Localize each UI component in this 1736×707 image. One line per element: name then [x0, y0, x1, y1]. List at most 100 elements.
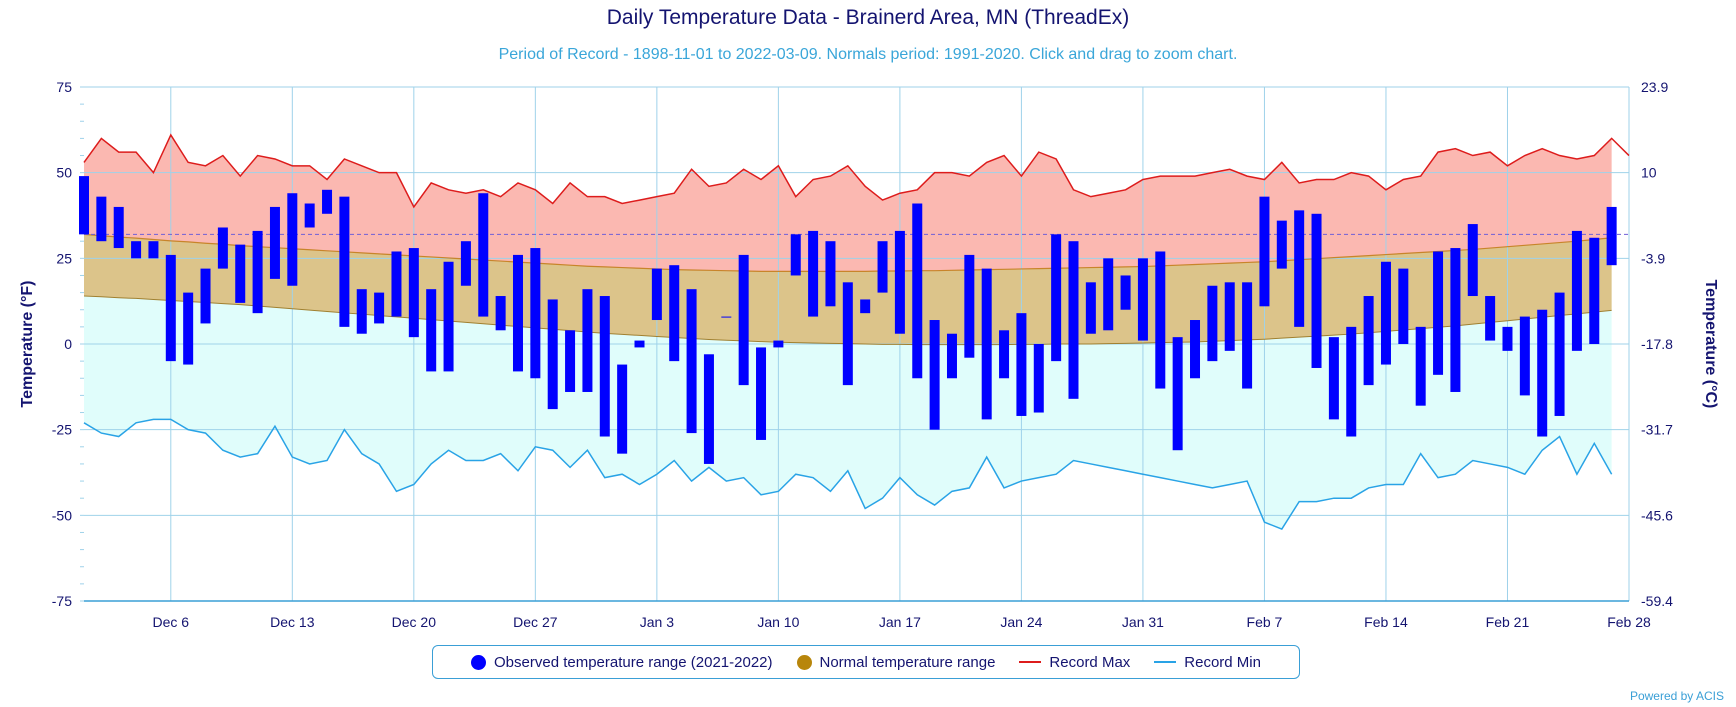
x-tick-label: Feb 28	[1607, 614, 1651, 630]
legend-observed-label: Observed temperature range (2021-2022)	[494, 653, 773, 671]
x-tick-label: Jan 24	[1000, 614, 1042, 630]
observed-bar	[1346, 326, 1357, 437]
observed-bar	[1537, 309, 1548, 437]
x-tick-label: Dec 27	[513, 614, 558, 630]
observed-bar	[1068, 241, 1079, 399]
observed-bar	[217, 227, 228, 269]
legend-item-normal[interactable]: Normal temperature range	[796, 653, 996, 671]
observed-bar	[877, 241, 888, 293]
observed-bar	[1033, 344, 1044, 413]
legend-record-min-label: Record Min	[1184, 653, 1261, 671]
legend-item-observed[interactable]: Observed temperature range (2021-2022)	[471, 654, 773, 671]
observed-bar	[374, 292, 385, 324]
observed-bar	[287, 193, 298, 286]
legend-observed-marker	[471, 654, 486, 670]
observed-bar	[599, 296, 610, 437]
observed-bar	[1120, 275, 1131, 310]
y2-tick-label: 23.9	[1641, 79, 1668, 95]
legend-normal-marker	[796, 654, 812, 670]
observed-bar	[1363, 296, 1374, 386]
observed-bar	[322, 189, 333, 214]
observed-bar	[1433, 251, 1444, 375]
observed-bar	[929, 320, 940, 430]
observed-bar	[1502, 326, 1513, 351]
observed-bar	[1415, 326, 1426, 406]
y2-tick-label: -17.8	[1641, 336, 1673, 352]
record-min-line	[83, 418, 1613, 530]
chart-legend: Observed temperature range (2021-2022) N…	[432, 645, 1300, 679]
observed-bar	[252, 230, 263, 314]
observed-bar	[408, 248, 419, 338]
observed-bar	[1485, 296, 1496, 341]
observed-bar	[860, 299, 871, 314]
observed-bar	[669, 265, 680, 362]
observed-bar	[686, 289, 697, 434]
observed-bar	[495, 296, 506, 331]
observed-bar	[165, 254, 176, 362]
observed-bar	[703, 354, 714, 464]
observed-bar	[1276, 220, 1287, 269]
y-tick-label: 0	[64, 336, 72, 352]
observed-bar	[721, 316, 732, 318]
y-tick-label: -75	[52, 593, 72, 609]
observed-bar	[478, 193, 489, 317]
observed-bar	[981, 268, 992, 420]
legend-item-record-min[interactable]: Record Min	[1154, 654, 1261, 671]
legend-record-max-marker	[1019, 661, 1042, 663]
normal-high-line	[83, 233, 1612, 272]
legend-item-record-max[interactable]: Record Max	[1019, 654, 1130, 671]
observed-bar	[894, 230, 905, 334]
observed-bar	[530, 248, 541, 379]
y-tick-label: 75	[56, 79, 72, 95]
observed-bar	[391, 251, 402, 317]
observed-bar	[1172, 337, 1183, 451]
legend-normal-label: Normal temperature range	[819, 653, 996, 671]
observed-bar	[339, 196, 350, 327]
x-tick-label: Jan 3	[640, 614, 674, 630]
observed-bar	[582, 289, 593, 392]
observed-bar	[1571, 230, 1582, 351]
observed-bar	[131, 241, 142, 259]
observed-bar	[617, 364, 628, 454]
observed-bar	[808, 230, 819, 317]
chart-svg[interactable]: 75 23.9 50 10 25 -3.9 0 -17.8 -25 -31.7 -50 -45.6 -7…	[0, 0, 1736, 640]
x-tick-label: Dec 6	[153, 614, 190, 630]
y2-tick-label: -3.9	[1641, 250, 1665, 266]
observed-bar	[1224, 282, 1235, 351]
observed-bar	[235, 244, 246, 303]
observed-bar	[1103, 258, 1114, 331]
y-tick-label: 50	[56, 165, 72, 181]
observed-bar	[738, 254, 749, 386]
observed-bar	[946, 333, 957, 379]
observed-bar	[1137, 258, 1148, 341]
record-max-line	[83, 133, 1630, 209]
observed-bar	[269, 206, 280, 279]
observed-bar	[200, 268, 211, 324]
observed-bar	[756, 347, 767, 440]
observed-bar	[842, 282, 853, 386]
y2-tick-label: -59.4	[1641, 593, 1673, 609]
observed-bar	[183, 292, 194, 365]
y2-tick-label: 10	[1641, 165, 1657, 181]
y-tick-label: -25	[52, 422, 72, 438]
observed-bar	[1051, 234, 1062, 362]
chart-subtitle: Period of Record - 1898-11-01 to 2022-03…	[498, 46, 1238, 63]
x-tick-label: Feb 21	[1486, 614, 1530, 630]
observed-bar	[790, 234, 801, 276]
observed-bar	[1554, 292, 1565, 416]
record-min-band	[84, 296, 1612, 530]
observed-bar	[304, 203, 315, 228]
observed-bar	[547, 299, 558, 410]
credits-link[interactable]: Powered by ACIS	[1629, 689, 1724, 703]
observed-bar	[1398, 268, 1409, 344]
x-tick-label: Jan 10	[757, 614, 799, 630]
observed-bar	[1311, 213, 1322, 368]
x-tick-label: Dec 20	[392, 614, 437, 630]
observed-bar	[1207, 285, 1218, 362]
observed-bar	[96, 196, 107, 242]
y-tick-label: -50	[52, 507, 72, 523]
observed-bar	[1155, 251, 1166, 389]
observed-bar	[443, 261, 454, 372]
observed-bar	[825, 241, 836, 307]
observed-bar	[1606, 206, 1617, 266]
